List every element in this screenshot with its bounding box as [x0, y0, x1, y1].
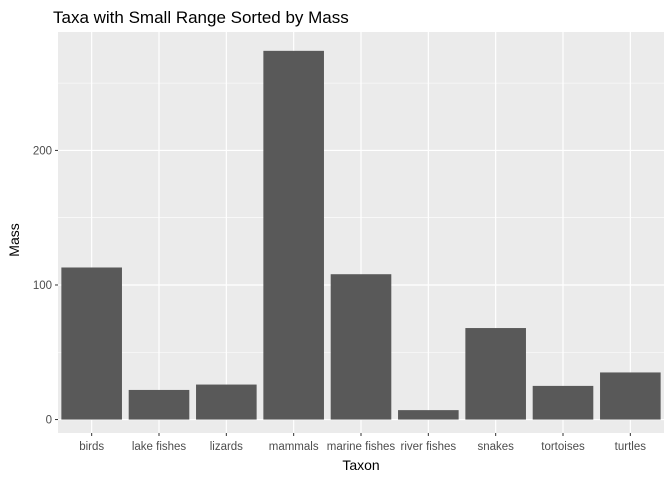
bar-snakes: [465, 328, 526, 420]
bars: [61, 50, 661, 420]
bar-turtles: [600, 372, 661, 420]
y-tick-label: 200: [33, 145, 52, 157]
bar-birds: [61, 267, 122, 420]
x-axis: birds lake fishes lizards mammals marine fis…: [79, 433, 646, 453]
x-tick-label: snakes: [477, 441, 514, 453]
y-axis: 0 100 200: [33, 145, 58, 427]
bar-river-fishes: [398, 410, 459, 420]
bar-mammals: [263, 50, 324, 420]
bar-tortoises: [532, 385, 594, 420]
x-tick-label: marine fishes: [327, 441, 396, 453]
y-tick-label: 0: [46, 415, 52, 427]
x-tick-label: lizards: [210, 441, 243, 453]
x-axis-title: Taxon: [342, 457, 379, 473]
x-tick-label: mammals: [269, 441, 319, 453]
x-tick-label: birds: [79, 441, 104, 453]
chart-title: Taxa with Small Range Sorted by Mass: [53, 8, 349, 27]
y-axis-title: Mass: [6, 223, 22, 256]
bar-marine-fishes: [330, 274, 392, 420]
y-tick-label: 100: [33, 280, 52, 292]
x-tick-label: tortoises: [541, 441, 585, 453]
x-tick-label: lake fishes: [132, 441, 187, 453]
x-tick-label: turtles: [615, 441, 647, 453]
x-tick-label: river fishes: [401, 441, 457, 453]
bar-lake-fishes: [128, 389, 190, 420]
bar-lizards: [196, 384, 257, 420]
